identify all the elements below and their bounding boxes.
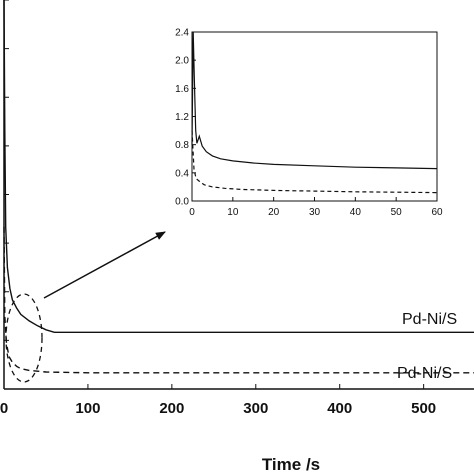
inset-axes: [191, 31, 438, 202]
main-x-tick-label: 500: [411, 400, 436, 417]
inset-series-solid-line: [191, 31, 438, 170]
x-axis-title: Time /s: [262, 455, 320, 474]
main-tick-labels: 0 100 200 300 400 500: [0, 400, 436, 417]
inset-tick-labels: 0 10 20 30 40 50 60 0.0 0.4 0.8 1.2 1.6 2.0 2.4: [175, 28, 443, 219]
inset-x-tick-label: 30: [309, 207, 321, 218]
inset-y-tick-label: 0.8: [175, 140, 189, 151]
inset-y-tick-label: 1.2: [175, 112, 189, 123]
inset-frame: [191, 31, 438, 202]
inset-x-tick-label: 40: [350, 207, 362, 218]
series-label-solid: Pd-Ni/S: [402, 311, 457, 328]
inset-series: [191, 31, 438, 194]
inset-x-tick-label: 0: [189, 207, 195, 218]
main-series-solid-line: [3, 0, 474, 333]
inset-x-tick-label: 50: [391, 207, 403, 218]
main-x-tick-label: 300: [243, 400, 268, 417]
main-x-tick-label: 200: [159, 400, 184, 417]
inset-y-tick-label: 1.6: [175, 84, 189, 95]
main-series: [3, 0, 474, 374]
zoom-region-ellipse: [5, 293, 43, 383]
inset-y-tick-label: 0.4: [175, 168, 189, 179]
inset-y-tick-label: 2.0: [175, 56, 189, 67]
inset-y-tick-label: 2.4: [175, 28, 189, 39]
main-x-tick-label: 400: [327, 400, 352, 417]
inset-series-dashed-line: [191, 130, 438, 194]
inset-y-tick-label: 0.0: [175, 197, 189, 208]
series-label-dashed: Pd-Ni/S: [397, 365, 452, 382]
main-x-tick-label: 0: [0, 400, 8, 417]
inset-x-tick-label: 20: [268, 207, 280, 218]
zoom-arrow: [43, 231, 166, 299]
inset-x-tick-label: 60: [431, 207, 443, 218]
inset-x-tick-label: 10: [227, 207, 239, 218]
main-series-dashed-line: [3, 226, 474, 374]
main-x-tick-label: 100: [75, 400, 100, 417]
main-axes: [3, 0, 474, 390]
